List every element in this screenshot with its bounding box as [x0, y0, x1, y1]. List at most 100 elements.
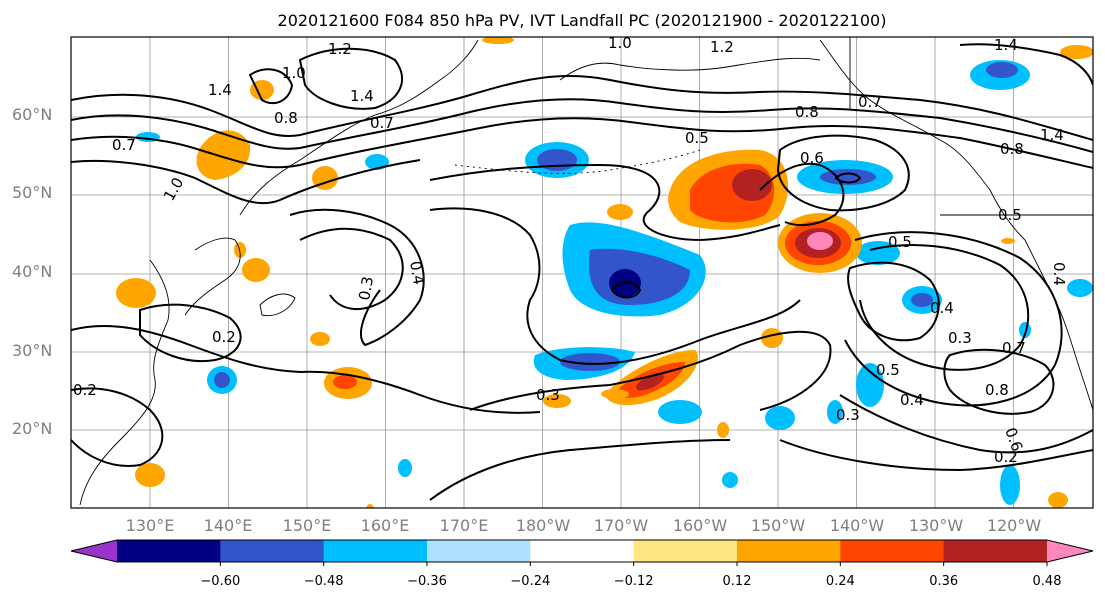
lat-label: 20°N: [12, 419, 52, 438]
pos-patch: [310, 332, 330, 346]
neg-patch: [986, 62, 1018, 78]
pv-contour: [71, 159, 421, 205]
contour-label: 0.2: [73, 381, 97, 399]
colorbar-segment: [633, 540, 738, 562]
lon-label: 120°W: [987, 516, 1042, 535]
pv-contour: [429, 439, 731, 501]
pv-contour: [429, 207, 801, 365]
contour-label: 0.7: [1002, 339, 1026, 357]
pv-contour: [959, 43, 1093, 86]
pos-patch: [1001, 238, 1015, 244]
pos-patch: [607, 204, 633, 220]
colorbar-outline: [70, 539, 1094, 563]
pv-contour: [610, 281, 642, 299]
contour-label: 0.5: [998, 206, 1022, 224]
contour-label: 1.4: [208, 81, 232, 99]
pv-contour: [776, 134, 910, 212]
coastline: [559, 57, 821, 81]
contour-label: 1.4: [350, 87, 374, 105]
coastline: [79, 259, 170, 506]
pos-patch: [1060, 45, 1093, 59]
colorbar-tick-label: −0.48: [304, 574, 344, 589]
pos-patch: [732, 169, 772, 201]
colorbar-segment: [427, 540, 531, 562]
lon-label: 160°W: [673, 516, 728, 535]
contour-label: 0.3: [355, 275, 377, 302]
lon-label: 130°W: [909, 516, 964, 535]
pos-patch: [601, 389, 629, 399]
colorbar-tick-label: −0.36: [407, 574, 447, 589]
contour-labels: 1.2 1.0 1.4 1.2 1.4 1.0 1.4 0.8 0.7 0.7 …: [73, 36, 1068, 466]
lat-label: 30°N: [12, 341, 52, 360]
pos-patch: [1048, 492, 1068, 508]
pv-contour: [71, 325, 541, 414]
colorbar-under-arrow: [71, 540, 117, 562]
lat-label: 40°N: [12, 262, 52, 281]
contour-label: 0.7: [858, 93, 882, 111]
neg-patch: [560, 353, 620, 371]
lon-label: 170°E: [440, 516, 489, 535]
contour-label: 0.7: [112, 136, 136, 154]
contour-label: 1.0: [282, 64, 306, 82]
contour-label: 1.4: [994, 36, 1018, 54]
contour-label: 0.6: [800, 149, 824, 167]
pv-contour: [834, 172, 862, 184]
pv-contour: [248, 68, 294, 105]
neg-patch: [856, 363, 884, 407]
contour-label: 0.4: [930, 299, 954, 317]
pv-contour: [139, 303, 242, 362]
contour-label: 0.4: [1050, 262, 1068, 286]
pos-patch: [333, 375, 357, 389]
contour-label: 1.4: [1040, 126, 1064, 144]
pos-patch: [807, 232, 833, 250]
contour-label: 0.4: [406, 260, 428, 287]
lon-label: 180°W: [516, 516, 571, 535]
colorbar-over-arrow: [1047, 540, 1093, 562]
colorbar: −0.60 −0.48 −0.36 −0.24 −0.12 0.12 0.24 0.36 0.4…: [70, 539, 1094, 589]
map-panel: 1.2 1.0 1.4 1.2 1.4 1.0 1.4 0.8 0.7 0.7 …: [12, 36, 1094, 535]
coastline: [239, 39, 479, 216]
pv-contour: [289, 208, 425, 347]
pos-patch: [636, 373, 664, 391]
neg-patch: [658, 400, 702, 424]
contour-label: 0.5: [685, 129, 709, 147]
colorbar-segments: [117, 540, 1048, 562]
colorbar-tick-label: −0.60: [200, 574, 240, 589]
contour-label: 0.3: [536, 386, 560, 404]
pos-patch: [116, 278, 156, 308]
coastline: [1024, 239, 1093, 411]
pv-contour: [759, 162, 845, 227]
neg-patch: [398, 459, 412, 477]
pv-contour: [71, 98, 1093, 153]
colorbar-segment: [943, 540, 1048, 562]
contour-label: 0.8: [274, 109, 298, 127]
lon-label: 150°W: [751, 516, 806, 535]
contour-label: 0.3: [836, 406, 860, 424]
latitude-labels: 60°N 50°N 40°N 30°N 20°N: [12, 105, 52, 438]
colorbar-segment: [840, 540, 945, 562]
pos-patch: [242, 258, 270, 282]
pos-patch: [717, 422, 729, 438]
colorbar-tick-label: −0.24: [510, 574, 550, 589]
pv-contour: [469, 330, 832, 411]
contour-label: 0.8: [1000, 140, 1024, 158]
colorbar-tick-label: 0.24: [826, 574, 855, 589]
neg-patch: [722, 472, 738, 488]
contour-label: 0.5: [876, 361, 900, 379]
coastline: [819, 39, 1026, 241]
neg-patch: [911, 293, 933, 307]
colorbar-segment: [323, 540, 428, 562]
colorbar-segment: [530, 540, 635, 562]
lon-label: 160°E: [361, 516, 410, 535]
colorbar-segment: [117, 540, 221, 562]
pv-contour: [298, 47, 404, 110]
pv-contour: [71, 387, 164, 467]
lon-label: 140°W: [830, 516, 885, 535]
contour-label: 0.7: [370, 114, 394, 132]
lon-label: 150°E: [283, 516, 332, 535]
pv-contour: [299, 227, 404, 311]
pv-contour: [847, 261, 940, 342]
contour-label: 0.8: [985, 381, 1009, 399]
neg-patch: [1067, 279, 1093, 297]
